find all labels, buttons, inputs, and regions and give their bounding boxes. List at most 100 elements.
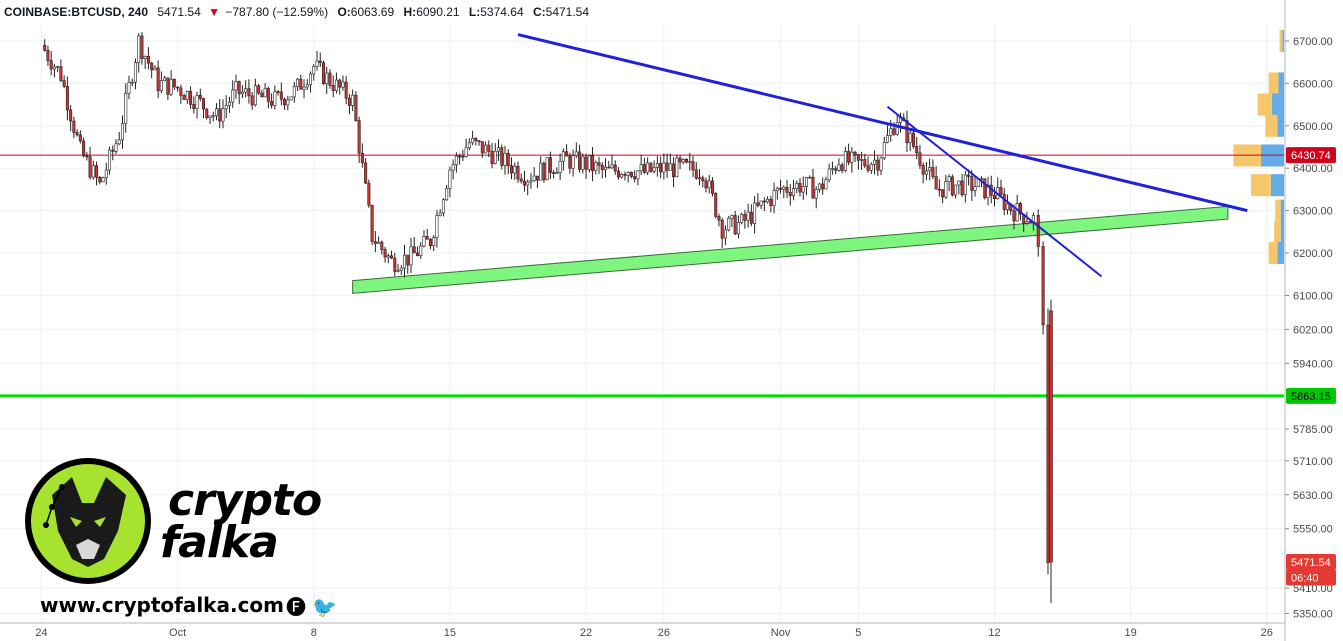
candle-body (98, 177, 102, 183)
candle-body (698, 177, 702, 180)
candle-body (837, 164, 841, 171)
chart-grid (0, 24, 1284, 622)
candle-body (137, 35, 141, 63)
candle-body (396, 270, 400, 272)
candle-body (876, 159, 880, 171)
candle-body (834, 168, 838, 171)
candle-body (56, 66, 60, 68)
candle-body (415, 252, 419, 256)
candle-body (814, 189, 818, 199)
price-tick-label: 6700.00 (1293, 36, 1333, 48)
candle-body (811, 176, 815, 199)
candle-body (65, 86, 69, 111)
candle-body (253, 85, 257, 106)
candle-body (860, 159, 864, 161)
candle-body (928, 167, 932, 172)
volume-bar-sell (1277, 114, 1284, 137)
candle-body (746, 211, 750, 221)
candle-body (500, 147, 504, 166)
candle-body (124, 92, 128, 124)
candle-body (292, 86, 296, 98)
candle-body (91, 165, 95, 178)
candle-body (409, 246, 413, 266)
candle-body (227, 101, 231, 106)
candle-body (299, 78, 303, 90)
candle-body (539, 162, 543, 181)
candle-body (205, 108, 209, 118)
candle-body (273, 91, 277, 106)
candle-body (772, 190, 776, 206)
candle-body (620, 174, 624, 178)
price-tag-bg (1286, 147, 1336, 164)
candle-body (49, 60, 53, 70)
candle-body (244, 88, 248, 93)
candle-body (568, 155, 572, 169)
time-axis[interactable]: 24 Oct 8 15 22 26 Nov 5 12 19 26 (0, 622, 1285, 639)
volume-bar-buy (1268, 242, 1278, 265)
candle-body (95, 165, 99, 178)
close-label: C: (533, 5, 546, 19)
candle-body (1046, 324, 1050, 563)
candle-body (950, 176, 954, 196)
candle-body (707, 180, 711, 189)
support-channel-band (352, 205, 1229, 294)
candle-body (163, 77, 167, 81)
volume-bar-buy (1268, 72, 1279, 95)
candle-body (490, 150, 494, 164)
candle-body (522, 180, 526, 186)
time-tick-label: 5 (855, 627, 861, 639)
candle-body (688, 161, 692, 163)
candle-body (432, 237, 436, 246)
candle-body (931, 167, 935, 177)
time-tick-label: 19 (1125, 627, 1137, 639)
candle-body (231, 89, 235, 103)
candle-body (843, 151, 847, 171)
candle-body (941, 189, 945, 198)
candle-body (370, 204, 374, 242)
candle-body (211, 115, 215, 118)
candle-body (140, 35, 144, 59)
candle-body (762, 200, 766, 203)
candle-body (578, 151, 582, 170)
candle-body (117, 139, 121, 145)
horizontal-levels[interactable] (0, 154, 1284, 398)
support-channel[interactable] (352, 205, 1229, 294)
open-value: 6063.69 (351, 5, 395, 19)
candle-body (847, 151, 851, 163)
candle-body (101, 177, 105, 183)
price-tag-label: 6430.74 (1291, 150, 1331, 162)
candle-body (260, 92, 264, 98)
price-tick-label: 6100.00 (1293, 290, 1333, 302)
candle-body (331, 84, 335, 91)
candle-body (390, 255, 394, 259)
price-axis[interactable]: 6700.00 6600.00 6500.00 6400.00 6300.00 6200.… (1284, 0, 1343, 641)
price-tick-label: 6300.00 (1293, 206, 1333, 218)
price-tick-label: 6200.00 (1293, 248, 1333, 260)
candle-body (454, 155, 458, 166)
candle-body (166, 77, 170, 95)
candle-body (895, 122, 899, 135)
time-tick-label: 26 (1261, 627, 1273, 639)
candle-body (856, 154, 860, 161)
candle-body (247, 88, 251, 97)
candle-body (380, 241, 384, 250)
price-tick-label: 6020.00 (1293, 324, 1333, 336)
candle-body (882, 141, 886, 159)
trendlines[interactable] (517, 33, 1248, 278)
candle-body (428, 238, 432, 246)
candle-body (318, 60, 322, 63)
candle-body (633, 176, 637, 180)
candlestick-series (43, 32, 1053, 604)
volume-bar-sell (1277, 242, 1284, 265)
candle-body (921, 164, 925, 175)
candle-body (646, 162, 650, 173)
candle-body (788, 192, 792, 197)
candle-body (516, 165, 520, 180)
candle-body (710, 180, 714, 194)
candle-body (947, 176, 951, 182)
candle-body (257, 85, 261, 94)
candle-body (730, 215, 734, 219)
candle-body (240, 91, 244, 95)
candle-body (130, 81, 134, 84)
